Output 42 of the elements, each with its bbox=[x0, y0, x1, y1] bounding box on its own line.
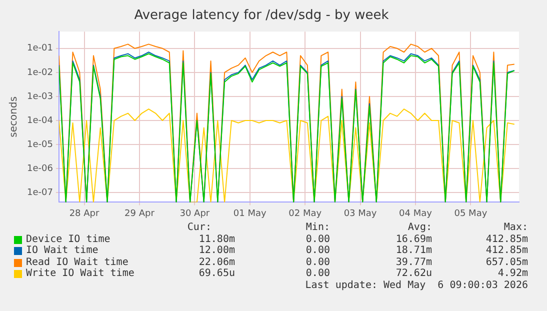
y-tick-label: 1e-02 bbox=[26, 68, 53, 78]
text: Max: bbox=[502, 222, 528, 233]
x-tick-label: 02 May bbox=[288, 208, 322, 219]
x-tick-label: 30 Apr bbox=[180, 208, 210, 219]
y-tick-label: 1e-03 bbox=[26, 92, 53, 102]
text: 16.69m bbox=[394, 234, 432, 244]
text: Cur: bbox=[187, 222, 212, 233]
x-tick-label: 03 May bbox=[344, 208, 378, 219]
text: 12.00m bbox=[198, 245, 235, 256]
y-tick-label: 1e-07 bbox=[26, 188, 53, 198]
text: 11.80m bbox=[198, 234, 235, 244]
y-axis-title: seconds bbox=[8, 96, 20, 138]
text: Last update: Wed May 6 09:00:03 2026 bbox=[304, 280, 528, 290]
text: Avg: bbox=[406, 222, 432, 233]
text: 657.05m bbox=[484, 256, 528, 268]
text: 0.00 bbox=[304, 245, 330, 256]
text: 72.62u bbox=[394, 268, 432, 279]
text: 39.77m bbox=[394, 256, 432, 268]
text: 0.00 bbox=[304, 256, 330, 268]
x-tick-label: 01 May bbox=[233, 208, 268, 219]
x-tick-label: 05 May bbox=[454, 208, 488, 219]
text: 22.06m bbox=[198, 256, 235, 268]
x-tick-label: 28 Apr bbox=[69, 208, 100, 219]
text: 0.00 bbox=[304, 234, 330, 244]
text: 412.85m bbox=[484, 234, 528, 244]
text: Min: bbox=[304, 222, 330, 233]
text: 0.00 bbox=[304, 268, 330, 279]
legend-label: Device IO time bbox=[26, 234, 110, 244]
legend-label: Read IO Wait time bbox=[26, 256, 128, 268]
x-tick-label: 04 May bbox=[399, 208, 433, 219]
text: 4.92m bbox=[496, 268, 528, 279]
text: 69.65u bbox=[198, 268, 235, 279]
y-tick-label: 1e-05 bbox=[26, 140, 53, 150]
text: 18.71m bbox=[394, 245, 432, 256]
legend-label: Write IO Wait time bbox=[26, 268, 134, 279]
legend-label: IO Wait time bbox=[26, 245, 98, 256]
x-tick-label: 29 Apr bbox=[124, 208, 155, 219]
chart-title: Average latency for /dev/sdg - by week bbox=[134, 8, 390, 24]
y-tick-label: 1e-04 bbox=[26, 116, 54, 126]
y-tick-label: 1e-01 bbox=[26, 44, 53, 54]
text: 412.85m bbox=[484, 245, 528, 256]
y-tick-label: 1e-06 bbox=[26, 164, 54, 174]
